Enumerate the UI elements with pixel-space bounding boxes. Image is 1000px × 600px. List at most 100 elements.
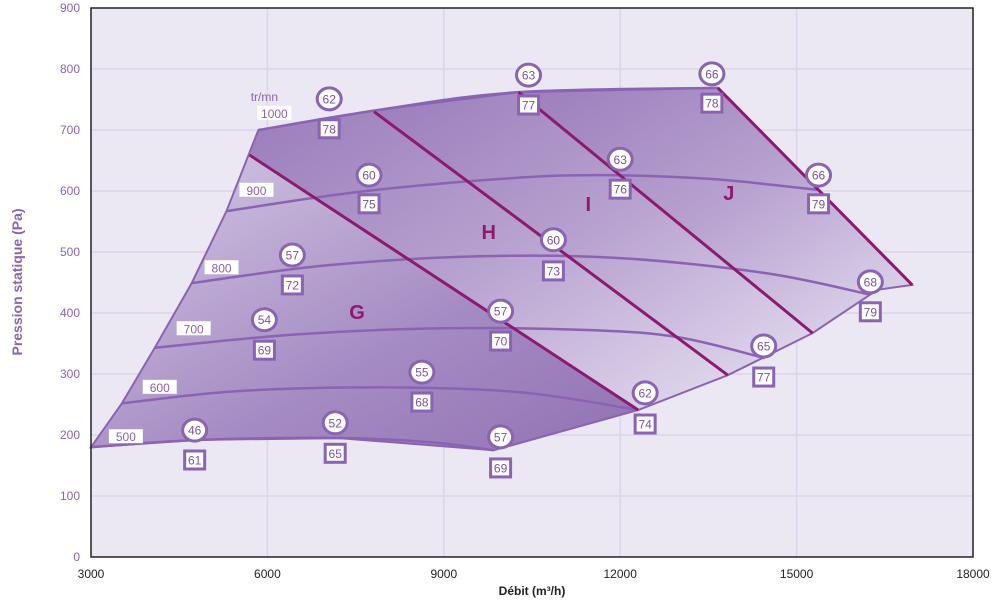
power-level-value: 65 <box>329 447 343 461</box>
sound-level-value: 55 <box>415 366 429 380</box>
efficiency-boundary-line <box>517 91 814 335</box>
y-tick-label: 800 <box>60 62 80 76</box>
power-level-value: 72 <box>286 278 300 292</box>
speed-label-bg <box>108 429 143 444</box>
sound-level-circle <box>408 359 436 385</box>
power-level-value: 69 <box>494 461 508 475</box>
power-level-box <box>323 442 347 464</box>
power-level-box <box>280 274 304 296</box>
sound-level-value: 63 <box>614 153 628 167</box>
power-level-box <box>700 92 724 114</box>
sound-level-circle <box>487 424 515 450</box>
power-level-value: 68 <box>415 396 429 410</box>
y-tick-label: 200 <box>60 428 80 442</box>
power-level-box <box>541 260 565 282</box>
sound-level-value: 57 <box>494 430 508 444</box>
power-level-value: 79 <box>812 197 826 211</box>
sound-level-value: 62 <box>638 386 652 400</box>
speed-label: 900 <box>246 184 266 198</box>
speed-label: 800 <box>212 261 232 275</box>
sound-level-value: 46 <box>188 424 202 438</box>
x-tick-label: 15000 <box>780 567 814 581</box>
speed-curve-900 <box>226 173 818 213</box>
sound-level-value: 52 <box>329 416 343 430</box>
zone-lines <box>248 86 914 412</box>
speed-label: 700 <box>184 322 204 336</box>
speed-label: 1000 <box>261 107 288 121</box>
sound-level-circle <box>487 298 515 324</box>
sound-level-value: 57 <box>286 249 300 263</box>
sound-level-circle <box>355 162 383 188</box>
power-level-box <box>633 413 657 435</box>
y-tick-label: 100 <box>60 489 80 503</box>
sound-level-circle <box>539 227 567 253</box>
y-tick-label: 0 <box>73 550 80 564</box>
power-level-value: 78 <box>323 122 337 136</box>
power-level-box <box>517 94 541 116</box>
x-axis-label: Débit (m³/h) <box>499 584 566 598</box>
power-level-value: 75 <box>362 197 376 211</box>
power-level-value: 78 <box>705 97 719 111</box>
x-tick-label: 12000 <box>604 567 638 581</box>
sound-level-value: 63 <box>522 69 536 83</box>
labels: G H I J 500 600 700 800 900 1000 tr/mn 62 63 66 60 63 66… <box>108 61 884 479</box>
sound-level-circle <box>315 86 343 112</box>
sound-level-value: 65 <box>757 339 771 353</box>
speed-label-bg <box>239 182 274 197</box>
speed-unit-label: tr/mn <box>251 90 278 104</box>
x-tick-label: 18000 <box>956 567 990 581</box>
speed-label-bg <box>142 379 177 394</box>
sound-level-value: 54 <box>258 313 272 327</box>
y-tick-label: 400 <box>60 306 80 320</box>
power-level-value: 73 <box>547 264 561 278</box>
sound-level-value: 66 <box>705 67 719 81</box>
sound-level-circle <box>856 269 884 295</box>
speed-label-bg <box>204 260 239 275</box>
zone-label: G <box>349 302 365 324</box>
sound-level-value: 62 <box>323 92 337 106</box>
speed-curve-500 <box>90 436 494 452</box>
power-level-box <box>752 366 776 388</box>
power-level-value: 77 <box>757 371 771 385</box>
y-axis-label: Pression statique (Pa) <box>9 208 25 355</box>
sound-level-circle <box>606 146 634 172</box>
power-level-box <box>317 118 341 140</box>
ticks: 3000 6000 9000 12000 15000 18000 0 100 200 300 400… <box>60 1 990 581</box>
sound-level-circle <box>250 307 278 333</box>
sound-level-value: 57 <box>494 305 508 319</box>
speed-label-bg <box>176 321 211 336</box>
sound-level-circle <box>321 410 349 436</box>
power-level-value: 70 <box>494 335 508 349</box>
y-tick-label: 600 <box>60 184 80 198</box>
power-level-box <box>489 457 513 479</box>
x-tick-label: 9000 <box>430 567 457 581</box>
power-level-box <box>807 193 831 215</box>
zone-g <box>91 155 639 451</box>
power-level-value: 79 <box>864 305 878 319</box>
power-level-box <box>183 449 207 471</box>
efficiency-boundary-line <box>248 153 639 412</box>
sound-level-circle <box>515 62 543 88</box>
power-level-value: 76 <box>614 183 628 197</box>
zone-i <box>374 92 813 376</box>
zone-label: H <box>481 222 495 244</box>
zone-label: I <box>586 194 592 216</box>
sound-level-circle <box>631 380 659 406</box>
x-tick-label: 3000 <box>78 567 105 581</box>
power-level-box <box>357 193 381 215</box>
plot-frame <box>90 7 974 558</box>
y-tick-label: 500 <box>60 245 80 259</box>
sound-level-circle <box>805 162 833 188</box>
power-level-value: 77 <box>522 98 536 112</box>
sound-level-value: 60 <box>547 233 561 247</box>
speed-label-bg <box>257 105 292 120</box>
speed-curve-600 <box>121 386 639 412</box>
speed-label: 600 <box>150 381 170 395</box>
speed-label: 500 <box>116 430 136 444</box>
sound-level-value: 68 <box>864 275 878 289</box>
y-tick-label: 700 <box>60 123 80 137</box>
y-tick-label: 900 <box>60 1 80 15</box>
sound-level-value: 60 <box>362 169 376 183</box>
speed-curve-1000 <box>258 86 718 132</box>
sound-level-circle <box>698 61 726 87</box>
